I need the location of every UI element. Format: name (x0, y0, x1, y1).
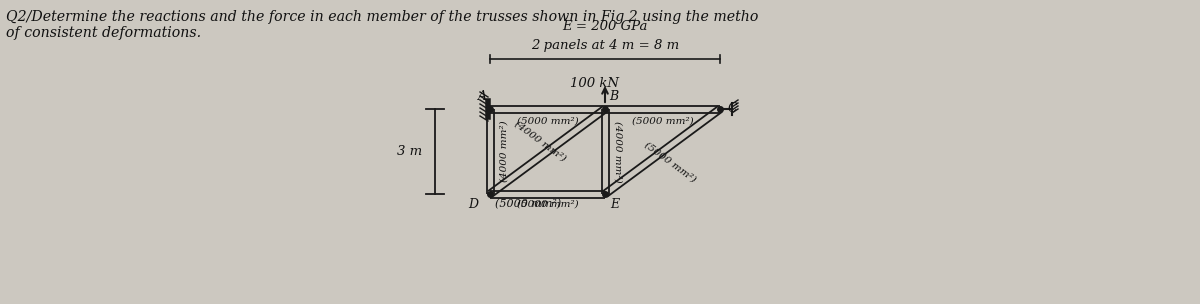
Text: (4000 mm²): (4000 mm²) (512, 119, 568, 163)
Text: C: C (728, 102, 738, 116)
Text: E: E (610, 198, 619, 211)
Text: (4000 mm²): (4000 mm²) (499, 121, 509, 182)
Text: D: D (468, 198, 478, 211)
Text: (5000 mm²): (5000 mm²) (631, 116, 694, 126)
Text: (5000 mm²): (5000 mm²) (517, 116, 578, 126)
Text: (5000 mm²): (5000 mm²) (496, 199, 562, 209)
Text: of consistent deformations.: of consistent deformations. (6, 26, 202, 40)
Text: E = 200 GPa: E = 200 GPa (563, 20, 648, 33)
Text: 100 kN: 100 kN (570, 77, 619, 90)
Text: 2 panels at 4 m = 8 m: 2 panels at 4 m = 8 m (530, 39, 679, 52)
Text: (5000 mm²): (5000 mm²) (517, 199, 578, 209)
Text: Q2/Determine the reactions and the force in each member of the trusses shown in : Q2/Determine the reactions and the force… (6, 10, 758, 24)
Text: (4000 mm²): (4000 mm²) (613, 121, 623, 182)
Text: (5000 mm²): (5000 mm²) (643, 140, 697, 184)
Text: 3 m: 3 m (397, 145, 422, 158)
Text: B: B (610, 90, 618, 103)
Text: A: A (478, 90, 487, 103)
